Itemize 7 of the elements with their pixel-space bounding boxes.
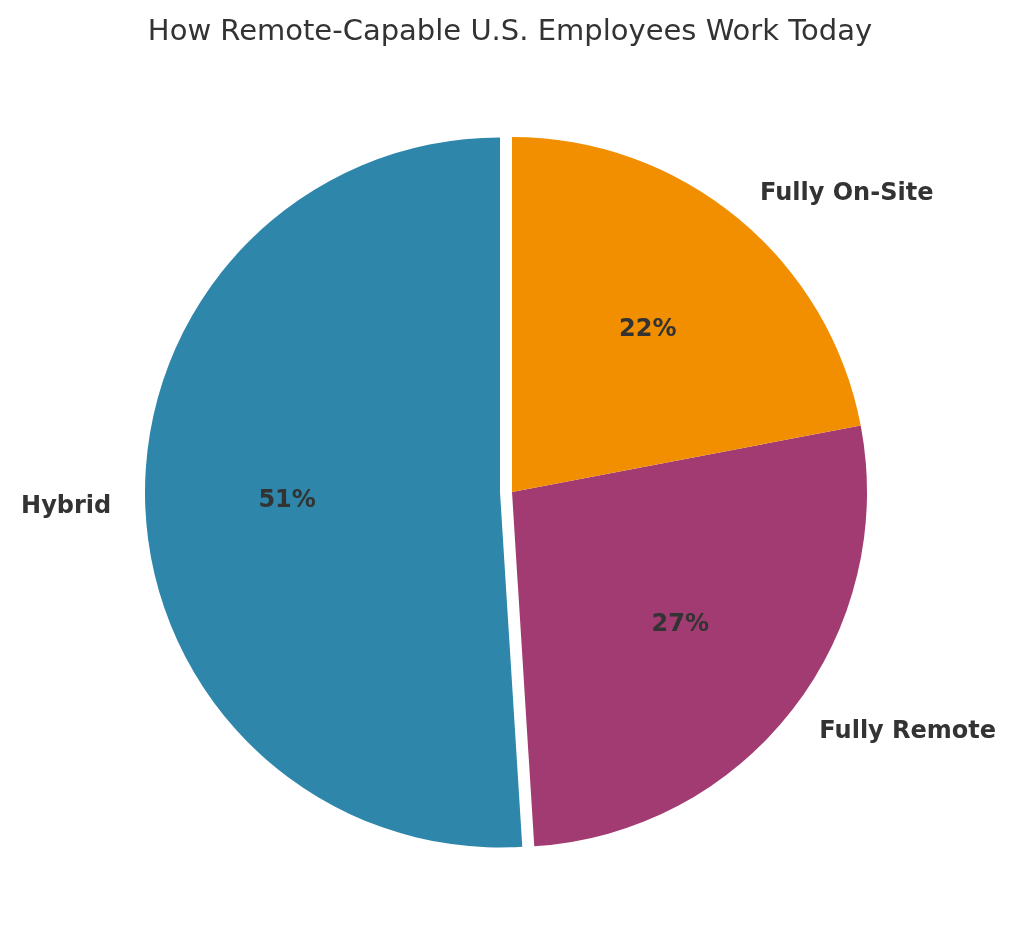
- slice-label: Fully Remote: [819, 716, 997, 745]
- slice-label: Fully On-Site: [759, 178, 934, 207]
- data-label: 51%: [258, 485, 316, 514]
- chart-title: How Remote-Capable U.S. Employees Work Today: [147, 12, 873, 47]
- data-label: 27%: [651, 608, 710, 637]
- slice-label: Hybrid: [21, 490, 112, 519]
- data-label: 22%: [619, 313, 677, 342]
